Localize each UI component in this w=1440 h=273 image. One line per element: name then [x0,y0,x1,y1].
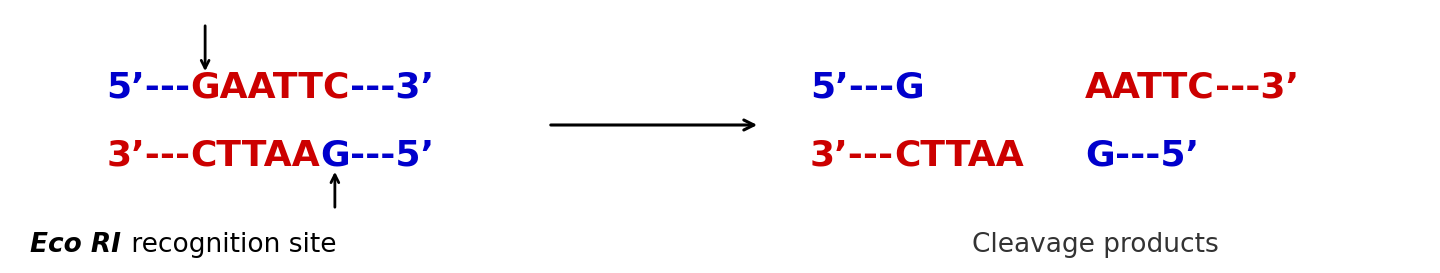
Text: Eco RI: Eco RI [30,232,121,258]
Text: 3’---: 3’--- [107,138,190,172]
Text: ---5’: ---5’ [1115,138,1198,172]
Text: G: G [320,138,350,172]
Text: G: G [1084,138,1115,172]
Text: CTTAA: CTTAA [894,138,1024,172]
Text: ---5’: ---5’ [350,138,433,172]
Text: G: G [894,71,923,105]
Text: recognition site: recognition site [122,232,337,258]
Text: 5’---: 5’--- [809,71,894,105]
Text: Cleavage products: Cleavage products [972,232,1218,258]
Text: GAATTC: GAATTC [190,71,350,105]
Text: 3’---: 3’--- [809,138,894,172]
Text: AATTC: AATTC [1084,71,1215,105]
Text: ---3’: ---3’ [350,71,433,105]
Text: 5’---: 5’--- [107,71,190,105]
Text: ---3’: ---3’ [1215,71,1299,105]
Text: CTTAA: CTTAA [190,138,320,172]
